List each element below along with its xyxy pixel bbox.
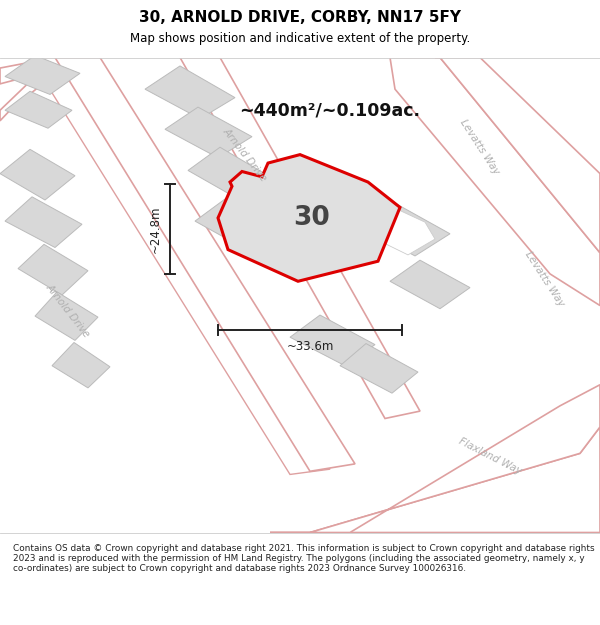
Polygon shape (290, 315, 375, 366)
Polygon shape (188, 148, 270, 199)
Polygon shape (5, 56, 80, 94)
Polygon shape (218, 154, 400, 281)
Polygon shape (165, 107, 252, 158)
Polygon shape (5, 91, 72, 128)
Polygon shape (55, 58, 355, 471)
Text: Levatts Way: Levatts Way (523, 250, 566, 309)
Polygon shape (0, 58, 95, 84)
Polygon shape (0, 149, 75, 200)
Polygon shape (52, 342, 110, 388)
Text: Map shows position and indicative extent of the property.: Map shows position and indicative extent… (130, 32, 470, 45)
Polygon shape (390, 260, 470, 309)
Polygon shape (180, 58, 420, 419)
Polygon shape (145, 66, 235, 119)
Polygon shape (0, 58, 75, 121)
Polygon shape (270, 427, 600, 532)
Polygon shape (340, 344, 418, 393)
Polygon shape (30, 58, 330, 474)
Text: ~24.8m: ~24.8m (149, 205, 162, 252)
Polygon shape (35, 292, 98, 341)
Polygon shape (310, 385, 600, 532)
Polygon shape (360, 203, 450, 256)
Text: Arnold Drive: Arnold Drive (44, 282, 92, 339)
Polygon shape (5, 197, 82, 248)
Text: Flaxland Way: Flaxland Way (457, 436, 523, 477)
Text: Contains OS data © Crown copyright and database right 2021. This information is : Contains OS data © Crown copyright and d… (13, 544, 595, 573)
Text: Arnold Drive: Arnold Drive (221, 126, 269, 183)
Polygon shape (195, 197, 285, 252)
Polygon shape (365, 211, 435, 255)
Polygon shape (435, 58, 600, 253)
Text: 30: 30 (293, 205, 331, 231)
Text: 30, ARNOLD DRIVE, CORBY, NN17 5FY: 30, ARNOLD DRIVE, CORBY, NN17 5FY (139, 10, 461, 25)
Text: ~33.6m: ~33.6m (286, 341, 334, 353)
Text: ~440m²/~0.109ac.: ~440m²/~0.109ac. (239, 101, 421, 119)
Polygon shape (18, 244, 88, 295)
Text: Levatts Way: Levatts Way (458, 118, 502, 177)
Polygon shape (390, 58, 600, 306)
